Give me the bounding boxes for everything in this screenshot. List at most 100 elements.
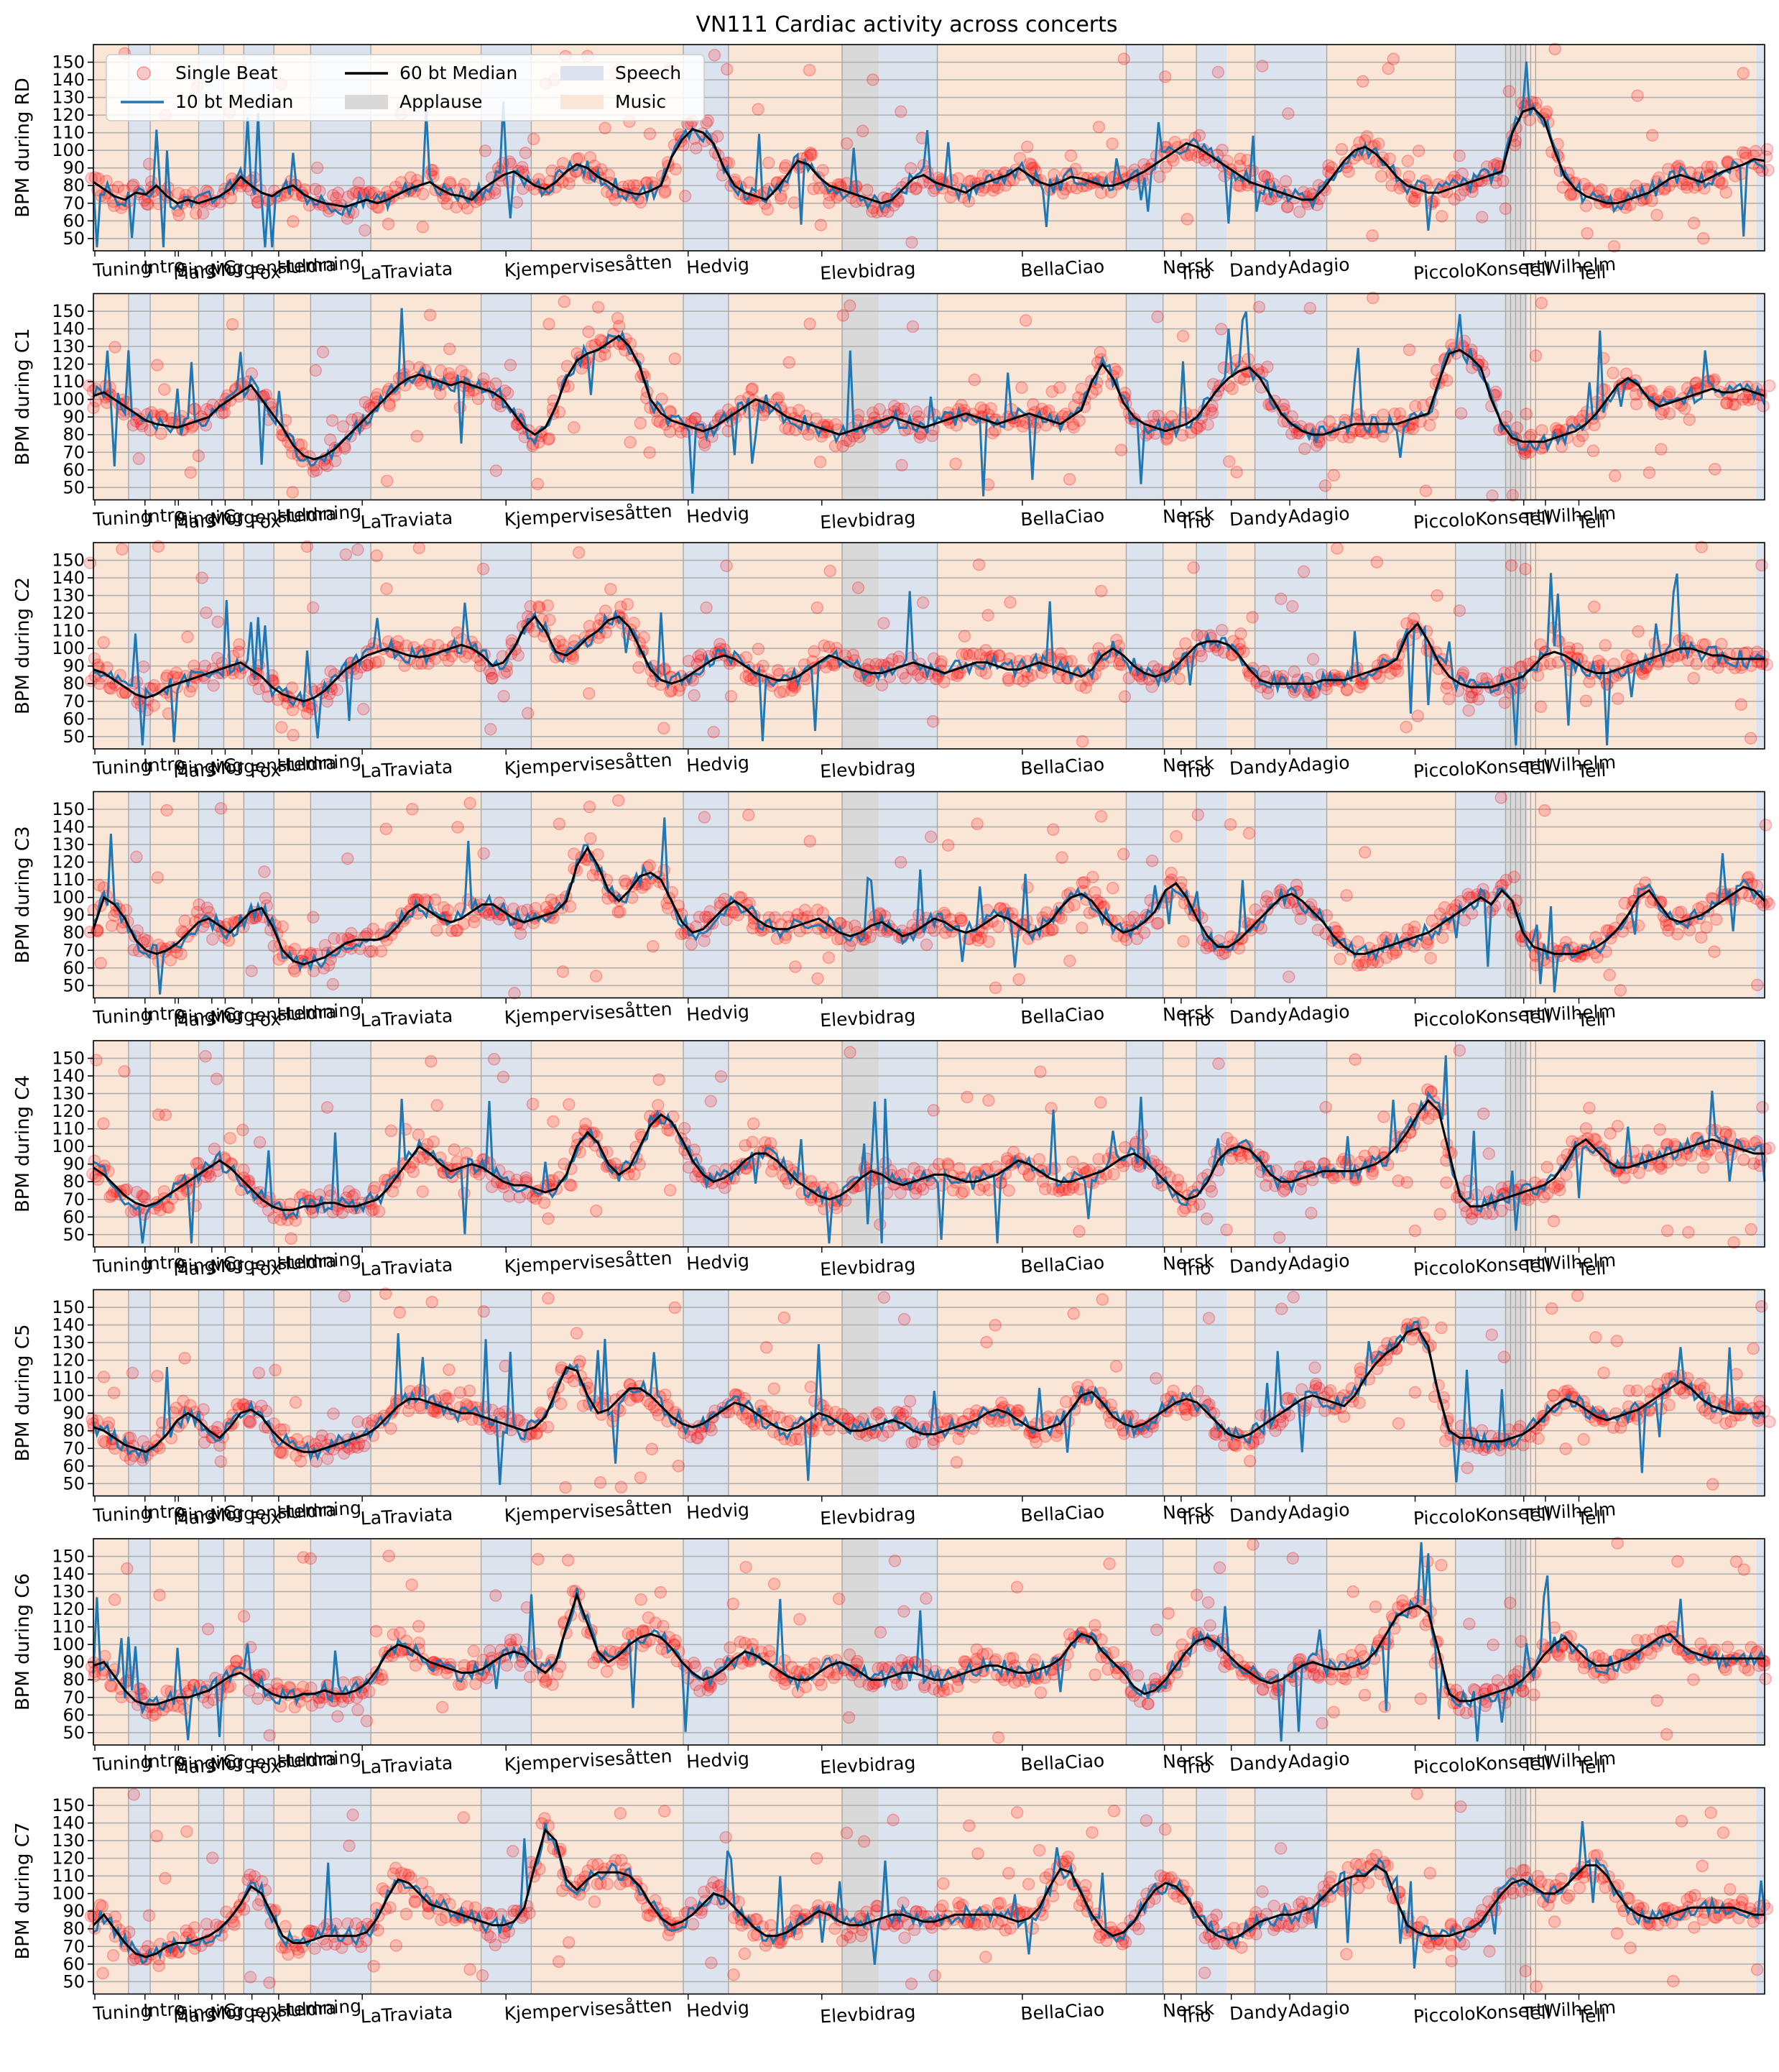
- single-beat-point: [556, 157, 570, 170]
- single-beat-point: [412, 1128, 425, 1141]
- single-beat-point: [359, 224, 371, 237]
- single-beat-point: [989, 981, 1002, 995]
- single-beat-point: [672, 1459, 685, 1473]
- single-beat-point: [958, 630, 971, 643]
- single-beat-point: [450, 1155, 464, 1169]
- single-beat-point: [894, 855, 907, 869]
- single-beat-point: [1064, 149, 1078, 162]
- band-music: [223, 1041, 244, 1247]
- y-tick-label: 140: [52, 568, 85, 588]
- y-tick-label: 90: [63, 158, 85, 178]
- single-beat-point: [541, 599, 555, 612]
- single-beat-point: [542, 1212, 555, 1225]
- single-beat-point: [1096, 1293, 1109, 1306]
- single-beat-point: [1583, 675, 1596, 689]
- single-beat-point: [556, 638, 570, 652]
- single-beat-point: [1073, 1225, 1086, 1238]
- band-music: [1326, 543, 1456, 749]
- single-beat-point: [1126, 1409, 1140, 1423]
- single-beat-point: [487, 1053, 501, 1066]
- single-beat-point: [1696, 1161, 1710, 1174]
- single-beat-point: [570, 1327, 583, 1340]
- single-beat-point: [920, 938, 933, 952]
- single-beat-point: [444, 371, 458, 385]
- single-beat-point: [1150, 1372, 1163, 1385]
- section-label: Adagio: [1288, 254, 1350, 278]
- single-beat-point: [1531, 668, 1545, 682]
- single-beat-point: [382, 217, 395, 231]
- single-beat-point: [657, 722, 670, 735]
- band-applause: [842, 543, 879, 749]
- single-beat-point: [1440, 1176, 1453, 1189]
- y-tick-label: 70: [63, 193, 85, 213]
- single-beat-point: [1066, 1155, 1079, 1169]
- single-beat-point: [289, 1396, 302, 1409]
- single-beat-point: [553, 817, 566, 831]
- band-music: [150, 543, 199, 749]
- single-beat-point: [1424, 952, 1437, 964]
- single-beat-point: [1063, 954, 1076, 967]
- single-beat-point: [771, 663, 785, 677]
- single-beat-point: [803, 834, 816, 848]
- single-beat-point: [1419, 484, 1433, 497]
- single-beat-point: [904, 162, 918, 175]
- section-label: BellaCiao: [1020, 754, 1105, 779]
- single-beat-point: [379, 822, 393, 836]
- single-beat-point: [1089, 382, 1103, 396]
- y-tick-label: 120: [52, 354, 85, 374]
- single-beat-point: [1520, 408, 1533, 420]
- single-beat-point: [1106, 137, 1119, 150]
- single-beat-point: [1104, 185, 1118, 198]
- single-beat-point: [443, 1363, 456, 1376]
- single-beat-point: [916, 176, 930, 189]
- section-label: Trio: [1178, 510, 1212, 533]
- single-beat-point: [1494, 791, 1507, 804]
- single-beat-point: [1076, 921, 1089, 934]
- single-beat-point: [326, 977, 340, 991]
- single-beat-point: [927, 1104, 941, 1117]
- single-beat-point: [1151, 310, 1164, 323]
- y-tick-label: 140: [52, 817, 85, 837]
- single-beat-point: [1609, 469, 1622, 482]
- single-beat-point: [582, 325, 595, 339]
- single-beat-point: [111, 180, 125, 193]
- band-applause: [1505, 293, 1528, 500]
- single-beat-point: [477, 847, 490, 860]
- single-beat-point: [97, 1371, 111, 1383]
- single-beat-point: [411, 657, 424, 671]
- single-beat-point: [1744, 732, 1757, 745]
- y-tick-label: 70: [63, 1189, 85, 1210]
- single-beat-point: [508, 987, 521, 1000]
- y-tick-label: 100: [52, 1136, 85, 1156]
- single-beat-point: [107, 1386, 121, 1399]
- single-beat-point: [704, 1095, 718, 1108]
- y-tick-label: 130: [52, 88, 85, 108]
- y-tick-label: 140: [52, 319, 85, 339]
- single-beat-point: [440, 1392, 453, 1405]
- single-beat-point: [582, 171, 595, 185]
- single-beat-point: [252, 1366, 266, 1380]
- single-beat-point: [982, 1184, 996, 1197]
- single-beat-point: [949, 457, 962, 471]
- single-beat-point: [451, 821, 464, 834]
- single-beat-point: [935, 655, 948, 668]
- single-beat-point: [1275, 592, 1288, 605]
- single-beat-point: [1696, 231, 1710, 245]
- single-beat-point: [159, 1108, 172, 1122]
- single-beat-point: [501, 387, 514, 400]
- single-beat-point: [1212, 1057, 1225, 1070]
- single-beat-point: [1377, 1110, 1390, 1123]
- y-tick-label: 60: [63, 709, 85, 729]
- section-label: Elevbidrag: [820, 756, 916, 782]
- section-label: Hedvig: [686, 254, 750, 278]
- single-beat-point: [1377, 408, 1390, 421]
- single-beat-point: [320, 1101, 334, 1114]
- single-beat-point: [810, 903, 824, 916]
- single-beat-point: [258, 865, 271, 878]
- section-label: Adagio: [1288, 1251, 1350, 1274]
- y-tick-label: 90: [63, 1154, 85, 1174]
- single-beat-point: [526, 1097, 540, 1111]
- single-beat-point: [747, 1117, 760, 1131]
- single-beat-point: [1462, 1174, 1475, 1187]
